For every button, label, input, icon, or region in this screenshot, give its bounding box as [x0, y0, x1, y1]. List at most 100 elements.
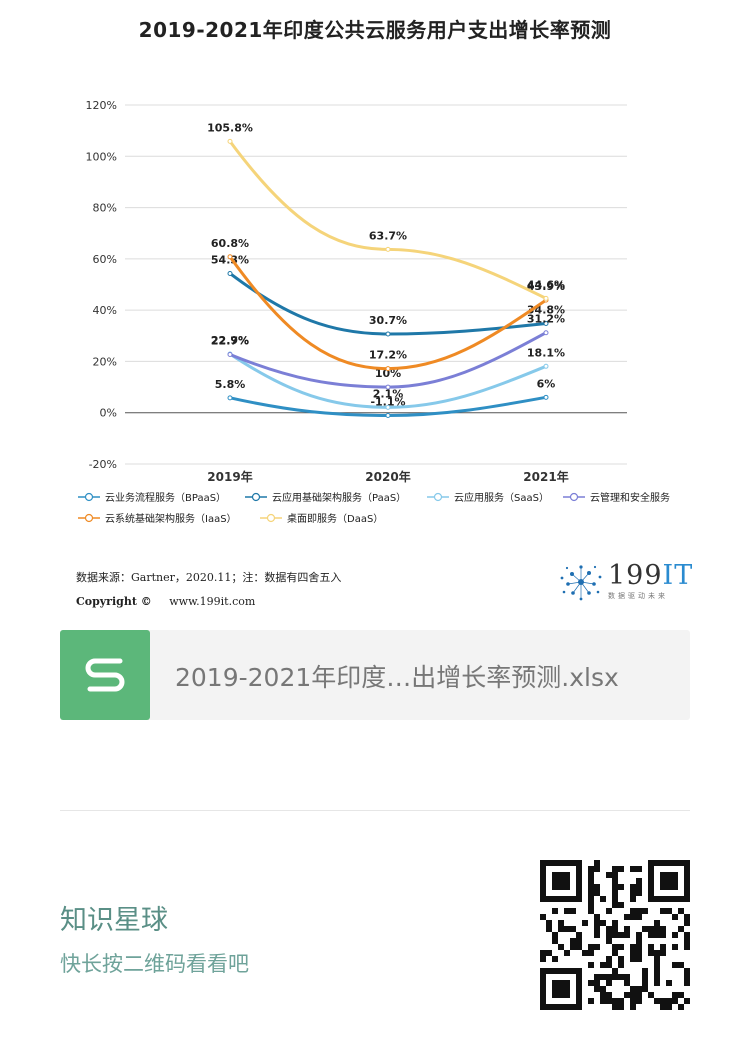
y-tick-label: 60% [93, 253, 117, 266]
data-point [543, 363, 549, 369]
qr-module [636, 914, 642, 920]
qr-module [612, 896, 618, 902]
qr-module [612, 890, 618, 896]
qr-module [684, 914, 690, 920]
y-tick-label: 100% [86, 150, 117, 163]
qr-module [618, 974, 624, 980]
qr-module [606, 980, 612, 986]
qr-module [684, 932, 690, 938]
qr-module [636, 890, 642, 896]
qr-module [624, 932, 630, 938]
file-attachment-card[interactable]: 2019-2021年印度…出增长率预测.xlsx [60, 630, 690, 720]
qr-module [618, 1004, 624, 1010]
qr-module [630, 914, 636, 920]
source-note: 数据来源：Gartner，2020.11；注：数据有四舍五入 Copyright… [76, 566, 341, 614]
qr-module [636, 986, 642, 992]
y-tick-label: 40% [93, 304, 117, 317]
qr-module [600, 986, 606, 992]
qr-module [618, 884, 624, 890]
data-label: 63.7% [369, 229, 407, 242]
qr-module [606, 872, 612, 878]
qr-module [546, 950, 552, 956]
qr-module [654, 950, 660, 956]
qr-module [672, 914, 678, 920]
qr-module [666, 980, 672, 986]
qr-module [612, 968, 618, 974]
qr-module [588, 902, 594, 908]
planet-label: 知识星球 [60, 905, 168, 936]
data-label: 30.7% [369, 314, 407, 327]
y-tick-label: -20% [89, 458, 117, 471]
data-point [385, 246, 391, 252]
qr-module [600, 998, 606, 1004]
qr-module [612, 998, 618, 1004]
qr-module [630, 1004, 636, 1010]
qr-module [636, 998, 642, 1004]
qr-module [636, 956, 642, 962]
qr-module [642, 908, 648, 914]
legend-label: 云应用基础架构服务（PaaS） [272, 491, 406, 504]
qr-module [684, 998, 690, 1004]
qr-module [612, 902, 618, 908]
qr-module [624, 974, 630, 980]
dandelion-logo-icon [560, 565, 602, 601]
data-point [385, 384, 391, 390]
qr-module [558, 926, 564, 932]
qr-module [570, 926, 576, 932]
legend-swatch-marker [251, 492, 261, 502]
qr-module [648, 950, 654, 956]
qr-module [588, 872, 594, 878]
qr-module [612, 950, 618, 956]
qr-module [564, 926, 570, 932]
source-line: 数据来源：Gartner，2020.11；注：数据有四舍五入 [76, 571, 342, 584]
qr-module [654, 962, 660, 968]
qr-module [672, 944, 678, 950]
data-point [227, 138, 233, 144]
data-label: 2.1% [373, 387, 404, 400]
qr-module [600, 962, 606, 968]
qr-module [642, 926, 648, 932]
chart-title: 2019-2021年印度公共云服务用户支出增长率预测 [138, 18, 612, 42]
qr-module [672, 962, 678, 968]
qr-module [618, 944, 624, 950]
qr-module [630, 992, 636, 998]
qr-module [576, 938, 582, 944]
qr-module [588, 950, 594, 956]
copyright-label: Copyright © [76, 595, 152, 608]
qr-module [612, 944, 618, 950]
logo-it: IT [662, 560, 694, 591]
qr-module [588, 962, 594, 968]
qr-module [618, 902, 624, 908]
data-label: 10% [375, 367, 401, 380]
qr-module [630, 998, 636, 1004]
data-point [385, 413, 391, 419]
qr-module [606, 992, 612, 998]
legend-label: 云管理和安全服务 [590, 491, 670, 504]
x-tick-label: 2019年 [207, 469, 252, 484]
qr-module [612, 866, 618, 872]
qr-module [636, 878, 642, 884]
qr-module [630, 944, 636, 950]
qr-module [660, 872, 678, 890]
qr-module [606, 926, 612, 932]
qr-module [660, 932, 666, 938]
qr-code-icon[interactable] [540, 860, 690, 1010]
qr-module [636, 866, 642, 872]
data-point [227, 254, 233, 260]
qr-module [588, 878, 594, 884]
qr-module [570, 938, 576, 944]
qr-module [594, 890, 600, 896]
qr-module [600, 992, 606, 998]
qr-module [600, 974, 606, 980]
qr-module [654, 998, 660, 1004]
qr-module [558, 920, 564, 926]
qr-module [636, 992, 642, 998]
qr-module [660, 944, 666, 950]
data-label: 22.9% [211, 334, 249, 347]
qr-module [606, 932, 612, 938]
qr-module [648, 992, 654, 998]
qr-module [678, 1004, 684, 1010]
copyright-url[interactable]: www.199it.com [169, 595, 256, 608]
qr-module [552, 956, 558, 962]
qr-module [546, 920, 552, 926]
